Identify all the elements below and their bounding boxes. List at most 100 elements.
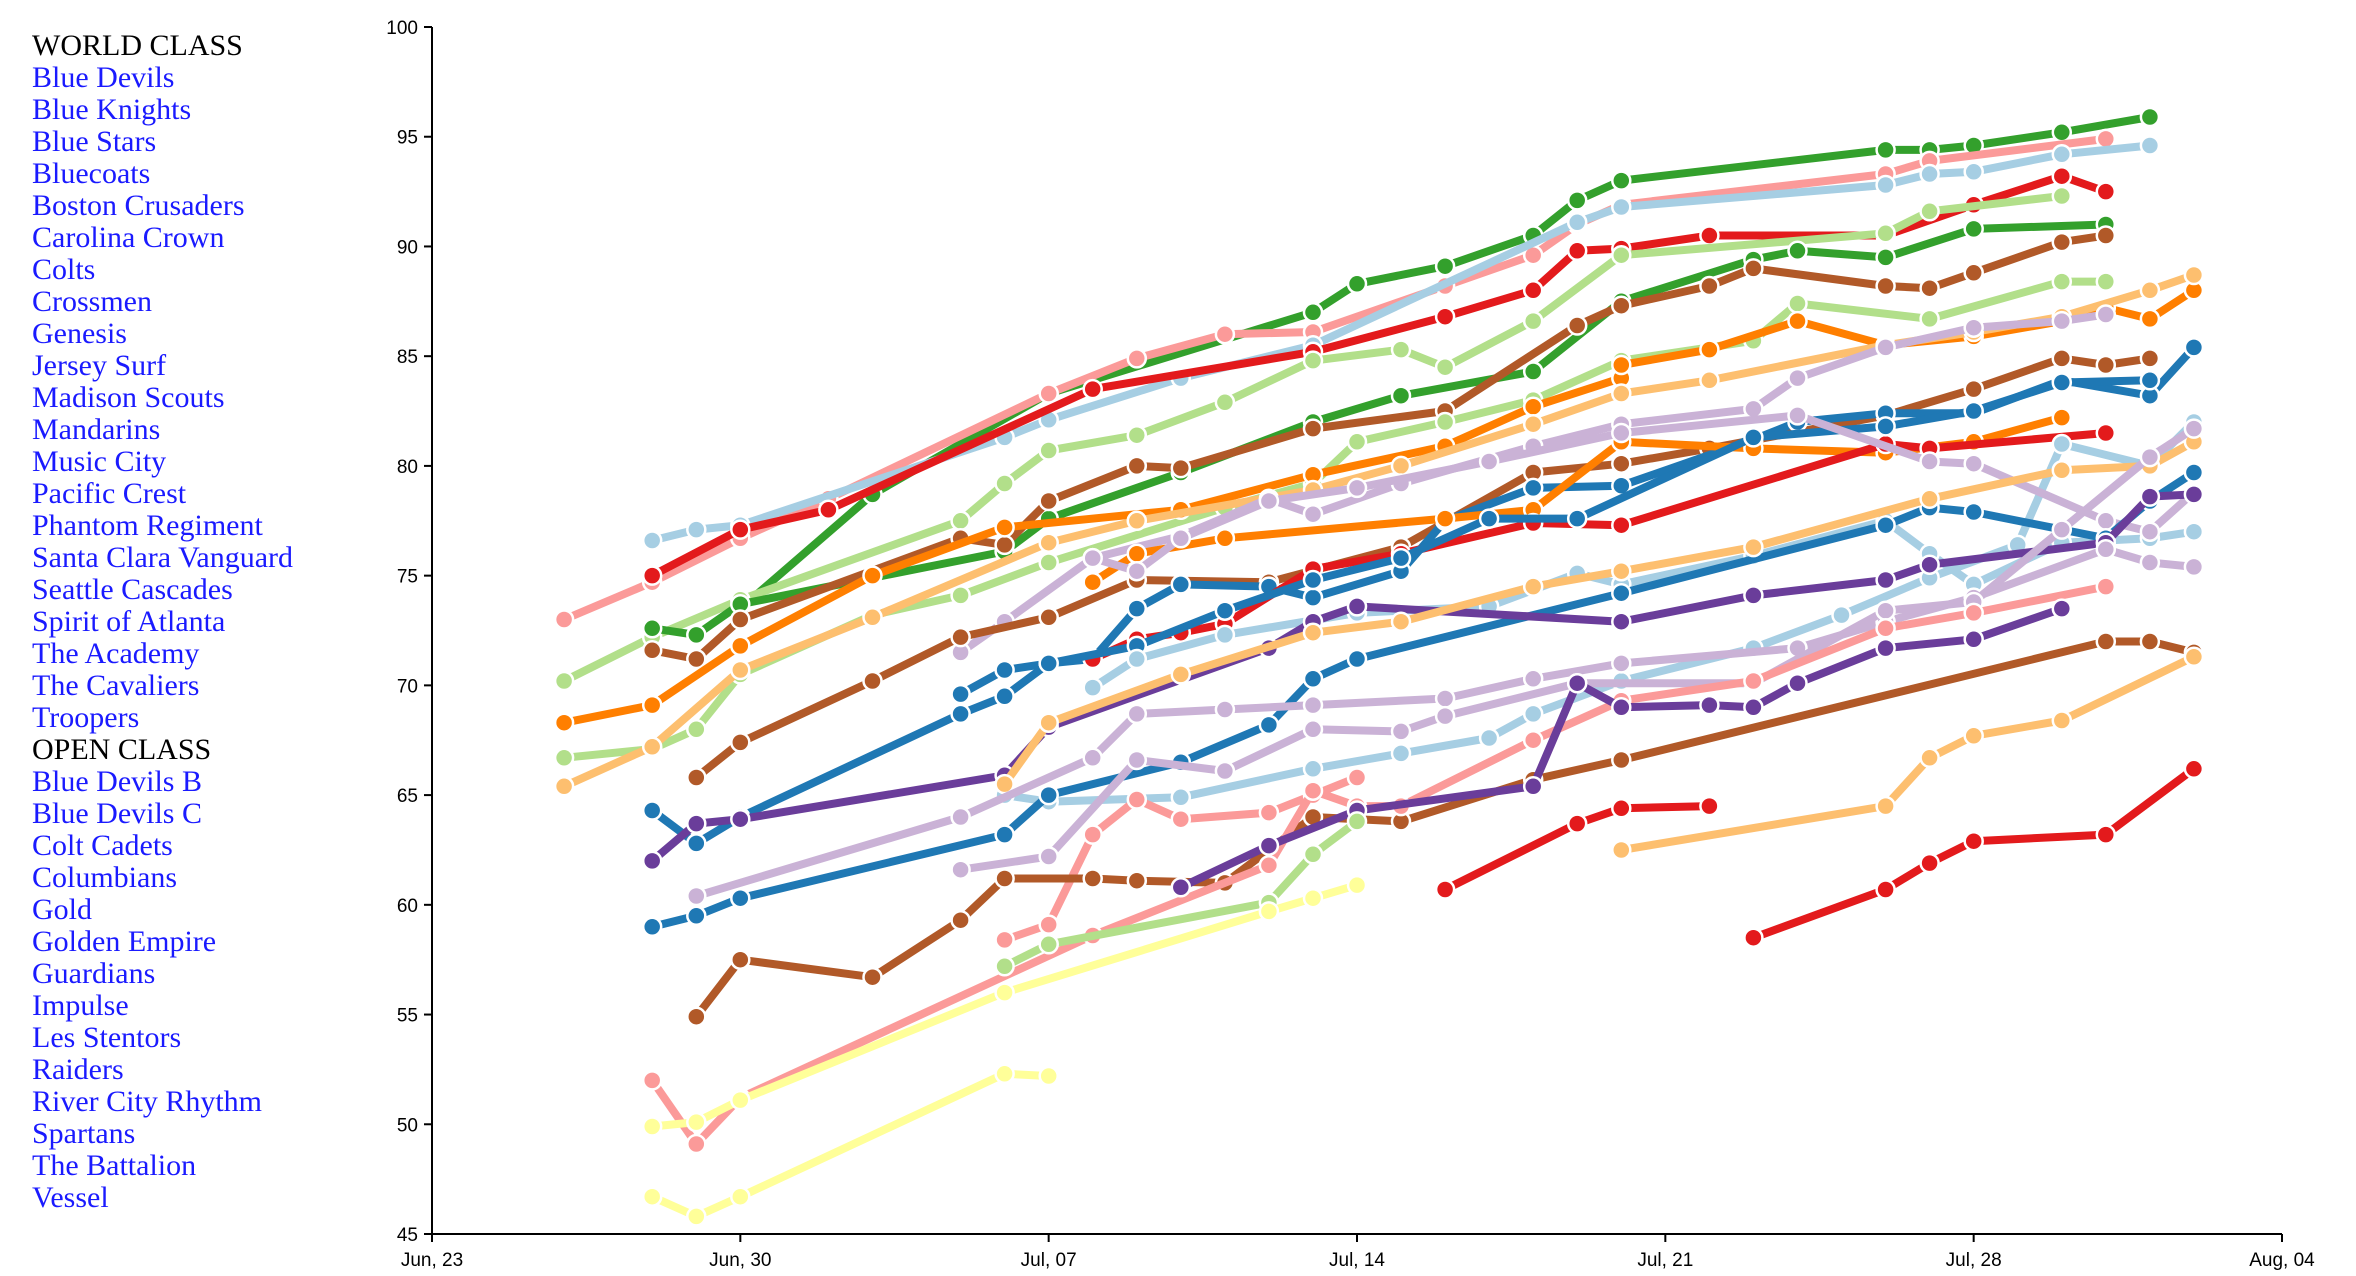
- data-point[interactable]: [950, 703, 971, 725]
- data-point[interactable]: [1346, 477, 1368, 499]
- data-point[interactable]: [1126, 455, 1148, 477]
- data-point[interactable]: [2183, 556, 2205, 578]
- data-point[interactable]: [1038, 607, 1059, 628]
- data-point[interactable]: [1699, 225, 1720, 246]
- data-point[interactable]: [1875, 337, 1896, 358]
- data-point[interactable]: [1478, 727, 1500, 749]
- legend-link-carolina-crown[interactable]: Carolina Crown: [32, 221, 225, 254]
- data-point[interactable]: [1390, 721, 1412, 742]
- data-point[interactable]: [1302, 350, 1324, 371]
- data-point[interactable]: [686, 519, 707, 540]
- data-point[interactable]: [1963, 161, 1984, 183]
- data-point[interactable]: [994, 982, 1015, 1003]
- data-point[interactable]: [2139, 370, 2161, 391]
- data-point[interactable]: [1611, 196, 1632, 218]
- data-point[interactable]: [1611, 798, 1632, 819]
- data-point[interactable]: [1170, 457, 1192, 479]
- data-point[interactable]: [1346, 811, 1368, 832]
- data-point[interactable]: [686, 813, 707, 834]
- legend-link-golden-empire[interactable]: Golden Empire: [32, 925, 217, 958]
- data-point[interactable]: [1258, 901, 1280, 922]
- data-point[interactable]: [1082, 747, 1103, 769]
- data-point[interactable]: [1611, 653, 1632, 674]
- data-point[interactable]: [1919, 488, 1940, 510]
- data-point[interactable]: [2095, 631, 2117, 652]
- data-point[interactable]: [1126, 703, 1148, 725]
- data-point[interactable]: [1214, 624, 1236, 646]
- data-point[interactable]: [2183, 484, 2205, 505]
- data-point[interactable]: [1611, 354, 1632, 376]
- data-point[interactable]: [1566, 315, 1588, 336]
- data-point[interactable]: [1875, 223, 1896, 244]
- data-point[interactable]: [1522, 576, 1544, 597]
- data-point[interactable]: [2139, 521, 2161, 542]
- data-point[interactable]: [2095, 181, 2117, 202]
- data-point[interactable]: [1522, 310, 1544, 332]
- data-point[interactable]: [553, 776, 575, 797]
- data-point[interactable]: [2051, 122, 2073, 143]
- data-point[interactable]: [1522, 668, 1544, 690]
- data-point[interactable]: [1170, 664, 1192, 685]
- data-point[interactable]: [1302, 887, 1324, 909]
- data-point[interactable]: [1434, 879, 1456, 900]
- data-point[interactable]: [1346, 767, 1368, 788]
- data-point[interactable]: [1919, 201, 1940, 222]
- data-point[interactable]: [994, 824, 1015, 845]
- legend-link-the-cavaliers[interactable]: The Cavaliers: [32, 669, 200, 702]
- data-point[interactable]: [1875, 569, 1896, 591]
- data-point[interactable]: [1082, 824, 1103, 845]
- data-point[interactable]: [1214, 323, 1236, 345]
- data-point[interactable]: [1302, 719, 1324, 740]
- data-point[interactable]: [2095, 539, 2117, 560]
- data-point[interactable]: [641, 736, 663, 758]
- data-point[interactable]: [1346, 431, 1368, 453]
- data-point[interactable]: [1302, 694, 1324, 716]
- data-point[interactable]: [1919, 747, 1940, 769]
- data-point[interactable]: [641, 530, 663, 551]
- data-point[interactable]: [2139, 348, 2161, 369]
- legend-link-boston-crusaders[interactable]: Boston Crusaders: [32, 189, 245, 222]
- data-point[interactable]: [686, 624, 707, 646]
- data-point[interactable]: [730, 732, 751, 753]
- legend-link-seattle-cascades[interactable]: Seattle Cascades: [32, 573, 233, 606]
- data-point[interactable]: [1963, 830, 1984, 852]
- data-point[interactable]: [1434, 688, 1456, 709]
- data-point[interactable]: [1038, 846, 1059, 867]
- data-point[interactable]: [1214, 760, 1236, 782]
- data-point[interactable]: [686, 885, 707, 907]
- legend-link-phantom-regiment[interactable]: Phantom Regiment: [32, 509, 263, 542]
- data-point[interactable]: [1787, 310, 1808, 332]
- data-point[interactable]: [553, 670, 575, 692]
- data-point[interactable]: [1038, 440, 1059, 461]
- data-point[interactable]: [1875, 795, 1896, 817]
- data-point[interactable]: [994, 929, 1015, 951]
- legend-link-raiders[interactable]: Raiders: [32, 1053, 124, 1086]
- data-point[interactable]: [1611, 839, 1632, 861]
- legend-link-colts[interactable]: Colts: [32, 253, 96, 286]
- data-point[interactable]: [2139, 486, 2161, 507]
- data-point[interactable]: [2183, 521, 2205, 542]
- data-point[interactable]: [1346, 874, 1368, 896]
- data-point[interactable]: [1126, 348, 1148, 369]
- data-point[interactable]: [2139, 552, 2161, 573]
- data-point[interactable]: [1258, 835, 1280, 856]
- data-point[interactable]: [862, 565, 883, 586]
- data-point[interactable]: [730, 609, 751, 630]
- data-point[interactable]: [2095, 128, 2117, 150]
- data-point[interactable]: [1743, 927, 1764, 948]
- data-point[interactable]: [2139, 631, 2161, 652]
- data-point[interactable]: [2095, 354, 2117, 376]
- data-point[interactable]: [641, 850, 663, 872]
- data-point[interactable]: [1963, 317, 1984, 338]
- data-point[interactable]: [862, 607, 883, 628]
- data-point[interactable]: [553, 609, 575, 630]
- data-point[interactable]: [1611, 514, 1632, 536]
- data-point[interactable]: [1743, 258, 1764, 279]
- data-point[interactable]: [1434, 508, 1456, 529]
- data-point[interactable]: [730, 519, 751, 540]
- data-point[interactable]: [1963, 400, 1984, 422]
- data-point[interactable]: [686, 1206, 707, 1227]
- data-point[interactable]: [1743, 585, 1764, 606]
- data-point[interactable]: [641, 916, 663, 938]
- data-point[interactable]: [2183, 646, 2205, 668]
